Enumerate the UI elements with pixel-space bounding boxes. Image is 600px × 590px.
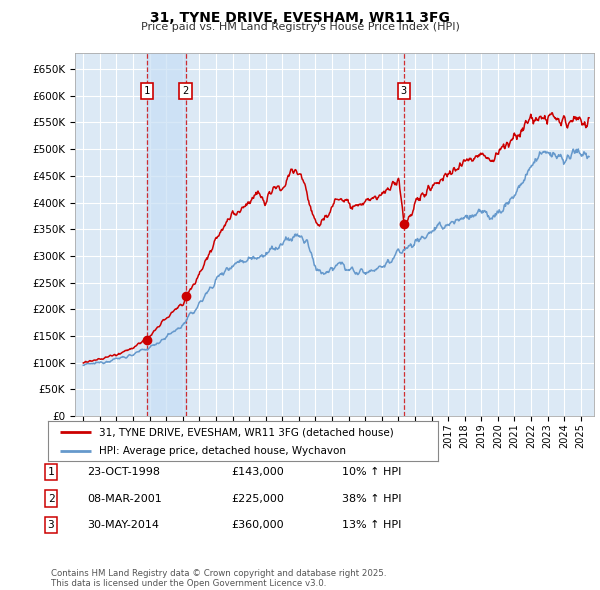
Text: 31, TYNE DRIVE, EVESHAM, WR11 3FG: 31, TYNE DRIVE, EVESHAM, WR11 3FG <box>150 11 450 25</box>
Text: 3: 3 <box>47 520 55 530</box>
Text: 10% ↑ HPI: 10% ↑ HPI <box>342 467 401 477</box>
Text: £225,000: £225,000 <box>231 494 284 503</box>
Text: 13% ↑ HPI: 13% ↑ HPI <box>342 520 401 530</box>
Text: £143,000: £143,000 <box>231 467 284 477</box>
Text: 3: 3 <box>401 86 407 96</box>
Text: £360,000: £360,000 <box>231 520 284 530</box>
Text: 23-OCT-1998: 23-OCT-1998 <box>87 467 160 477</box>
Text: 30-MAY-2014: 30-MAY-2014 <box>87 520 159 530</box>
Text: 31, TYNE DRIVE, EVESHAM, WR11 3FG (detached house): 31, TYNE DRIVE, EVESHAM, WR11 3FG (detac… <box>98 427 394 437</box>
Text: 38% ↑ HPI: 38% ↑ HPI <box>342 494 401 503</box>
Bar <box>147 53 185 416</box>
Text: 08-MAR-2001: 08-MAR-2001 <box>87 494 162 503</box>
Text: Price paid vs. HM Land Registry's House Price Index (HPI): Price paid vs. HM Land Registry's House … <box>140 22 460 32</box>
Text: 2: 2 <box>182 86 188 96</box>
Text: 1: 1 <box>47 467 55 477</box>
Text: Contains HM Land Registry data © Crown copyright and database right 2025.
This d: Contains HM Land Registry data © Crown c… <box>51 569 386 588</box>
Text: HPI: Average price, detached house, Wychavon: HPI: Average price, detached house, Wych… <box>98 445 346 455</box>
Text: 2: 2 <box>47 494 55 503</box>
Text: 1: 1 <box>144 86 150 96</box>
